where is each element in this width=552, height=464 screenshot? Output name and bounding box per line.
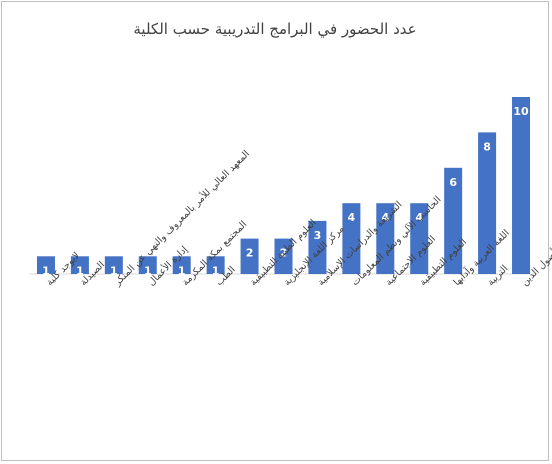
- data-label-8: 2: [280, 247, 288, 260]
- x-tick-label-5: المجتمع بمكة المكرمة: [180, 219, 249, 288]
- bar-11: [376, 203, 395, 274]
- data-label-11: 4: [381, 211, 389, 224]
- data-label-14: 8: [483, 140, 491, 153]
- bar-12: [410, 203, 429, 274]
- bar-10: [342, 203, 361, 274]
- data-label-6: 1: [212, 264, 220, 277]
- bar-8: [274, 238, 293, 274]
- data-label-4: 1: [144, 264, 152, 277]
- data-label-1: 1: [42, 264, 50, 277]
- bar-6: [206, 256, 225, 274]
- bar-3: [104, 256, 123, 274]
- chart-title: عدد الحضور في البرامج التدريبية حسب الكل…: [133, 20, 417, 38]
- data-label-10: 4: [348, 211, 356, 224]
- bar-1: [36, 256, 55, 274]
- data-label-3: 1: [110, 264, 118, 277]
- bar-7: [240, 238, 259, 274]
- data-label-5: 1: [178, 264, 186, 277]
- bar-14: [478, 132, 497, 274]
- data-label-7: 2: [246, 247, 254, 260]
- data-label-2: 1: [76, 264, 84, 277]
- data-label-15: 10: [513, 105, 529, 118]
- data-label-9: 3: [314, 229, 322, 242]
- bar-13: [444, 167, 463, 274]
- bar-9: [308, 220, 327, 274]
- bar-15: [512, 97, 531, 274]
- data-label-13: 6: [449, 176, 457, 189]
- data-label-12: 4: [415, 211, 423, 224]
- bar-2: [70, 256, 89, 274]
- bar-4: [138, 256, 157, 274]
- bar-5: [172, 256, 191, 274]
